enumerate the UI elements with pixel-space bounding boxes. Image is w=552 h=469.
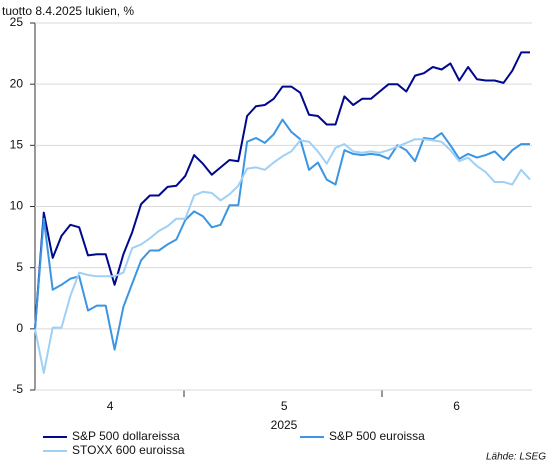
x-tick-label: 5 — [281, 399, 288, 413]
y-tick-label: 10 — [10, 199, 24, 213]
y-tick-label: 20 — [10, 76, 24, 90]
source: Lähde: LSEG — [486, 452, 546, 463]
series-line — [34, 51, 530, 329]
series-line — [34, 118, 530, 351]
y-tick-label: -5 — [12, 382, 23, 396]
legend-label: S&P 500 euroissa — [329, 429, 425, 443]
legend-label: STOXX 600 euroissa — [72, 443, 185, 457]
y-tick-label: 0 — [16, 321, 23, 335]
legend-label: S&P 500 dollareissa — [72, 429, 180, 443]
x-tick-label: 6 — [453, 399, 460, 413]
series-line — [34, 138, 531, 374]
x-tick-label: 4 — [107, 399, 114, 413]
x-axis-label: 2025 — [271, 418, 298, 432]
y-tick-label: 15 — [10, 138, 24, 152]
chart-title: tuotto 8.4.2025 lukien, % — [2, 4, 134, 18]
y-tick-label: 5 — [16, 260, 23, 274]
y-tick-label: 25 — [10, 15, 24, 29]
